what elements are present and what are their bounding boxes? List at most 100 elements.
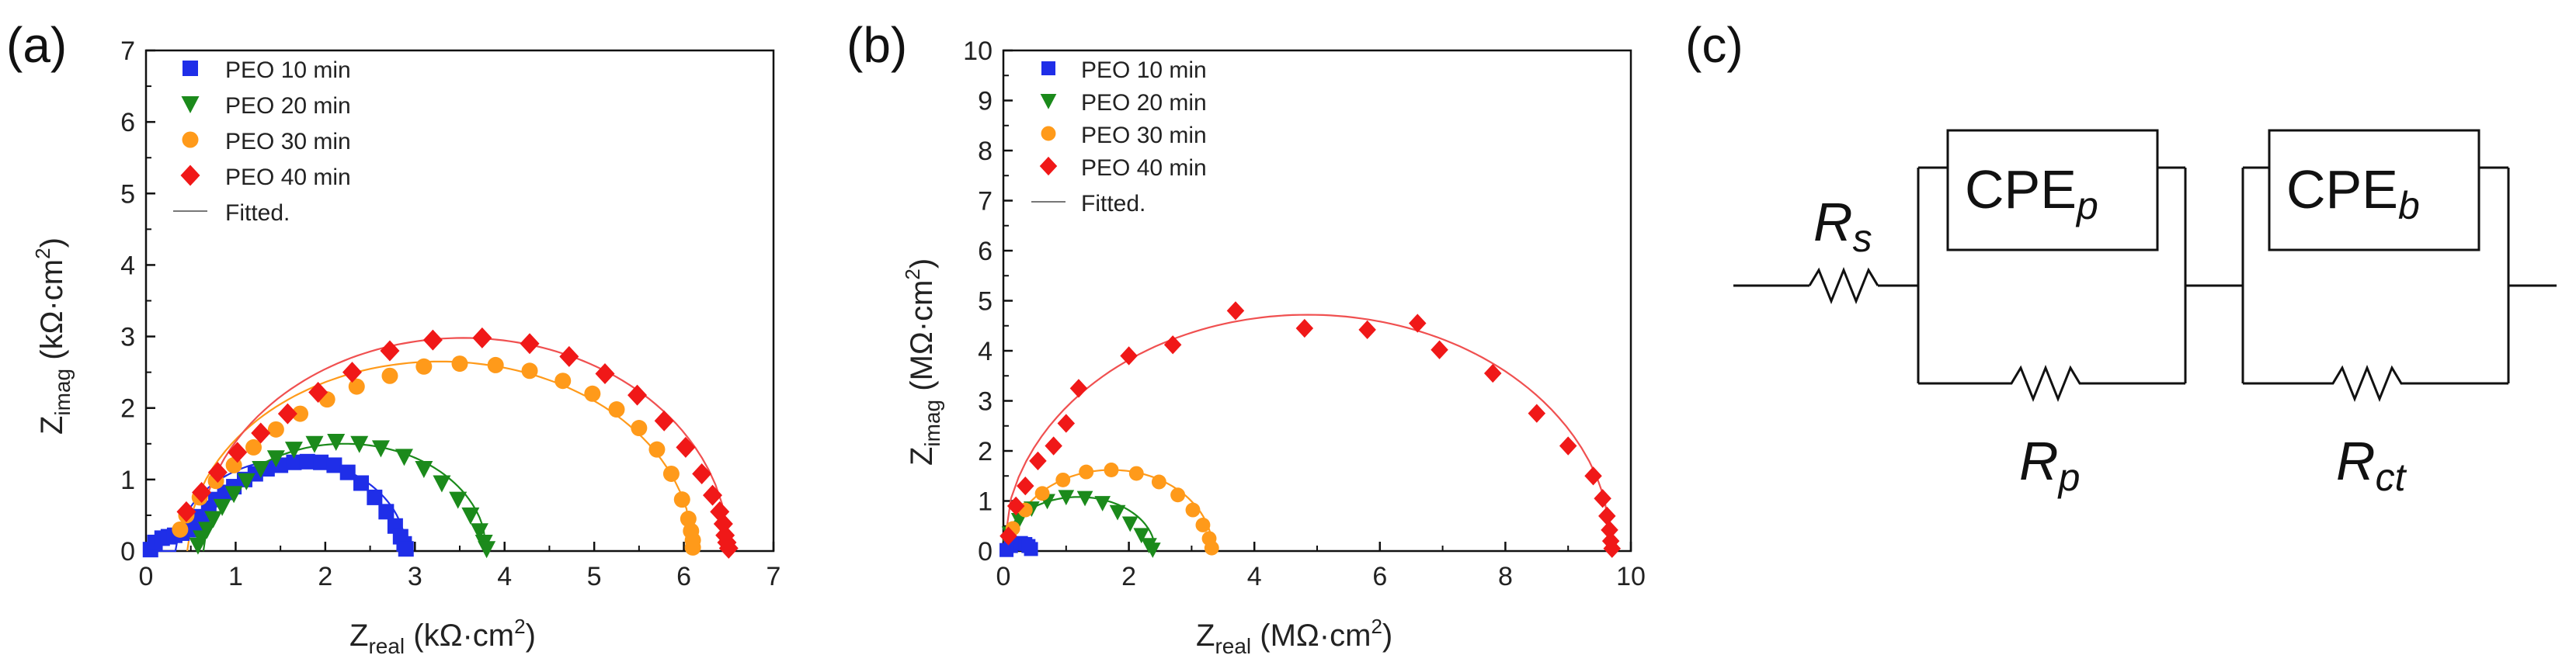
chart-a-data-point: [192, 481, 212, 503]
chart-a-data-point: [252, 461, 270, 479]
chart-a-x-tick-label: 6: [676, 562, 691, 591]
chart-a-data-point: [654, 410, 674, 432]
chart-b-legend-marker: [1041, 126, 1056, 141]
chart-b-x-tick-label: 10: [1616, 562, 1646, 591]
chart-b-y-tick-label: 10: [963, 36, 993, 66]
chart-b-legend-marks: [1031, 61, 1066, 203]
label-cpe-p: CPEp: [1965, 159, 2098, 227]
chart-b-x-tick-label: 0: [996, 562, 1011, 591]
chart-a-data-point: [251, 422, 271, 444]
chart-a-data-point: [327, 434, 346, 452]
chart-b-data-point: [1079, 464, 1094, 480]
chart-b-legend-item: PEO 30 min: [1081, 123, 1207, 148]
chart-b-legend-item: Fitted.: [1081, 191, 1145, 217]
chart-a-data-point: [284, 442, 303, 459]
chart-a-data-point: [648, 441, 666, 458]
chart-a-data-point: [692, 463, 712, 484]
chart-b-ylabel-main: Z: [905, 447, 939, 466]
chart-b-y-tick-label: 6: [978, 237, 993, 266]
chart-a-data-point: [433, 475, 451, 493]
chart-a-data-point: [228, 442, 248, 463]
chart-a-xlabel-close: ): [526, 619, 536, 653]
chart-a-x-tick-label: 7: [767, 562, 781, 591]
panel-label-b: (b): [846, 17, 907, 73]
chart-b-xlabel-sub: real: [1215, 634, 1251, 658]
chart-b-legend-marker: [1041, 61, 1055, 75]
chart-b-data-point: [1024, 542, 1038, 556]
chart-a-ylabel-close: ): [35, 237, 69, 248]
label-cpe-p-sub: p: [2075, 184, 2098, 227]
chart-b-ticks: 0 2 4 6 8 10 0 1 2 3 4 5 6 7 8 9 10: [963, 36, 1646, 591]
label-rp-main: R: [2019, 431, 2059, 491]
chart-b-xlabel-unit: (MΩ·cm: [1251, 619, 1371, 653]
chart-a-xlabel-main: Z: [349, 619, 368, 653]
chart-b-y-tick-label: 8: [978, 137, 993, 166]
chart-a-data-point: [286, 454, 302, 470]
chart-a-data-point: [299, 453, 315, 470]
resistor-rs: [1808, 266, 1879, 305]
label-rct-main: R: [2336, 431, 2376, 491]
chart-a-y-tick-label: 5: [120, 179, 135, 209]
chart-b-data-point: [1109, 504, 1126, 521]
chart-b-legend-marker: [1040, 94, 1057, 109]
chart-b-data-point: [1055, 472, 1071, 487]
chart-b-data-point: [1185, 502, 1201, 518]
chart-b-y-tick-label: 5: [978, 287, 993, 317]
chart-b-data-point: [1128, 466, 1144, 481]
chart-b-data-point: [1069, 379, 1088, 398]
chart-a-data-point: [381, 367, 398, 384]
chart-a-data-point: [422, 329, 443, 351]
chart-a-x-tick-label: 2: [318, 562, 332, 591]
chart-a-x-tick-label: 1: [228, 562, 243, 591]
chart-b-y-tick-label: 1: [978, 487, 993, 517]
chart-b-xlabel-close: ): [1382, 619, 1392, 653]
chart-a-data-point: [415, 461, 433, 479]
chart-a-data-point: [176, 501, 196, 522]
cpe-p-box: [1946, 129, 2159, 251]
chart-a-data-point: [472, 327, 492, 348]
chart-a-data-point: [326, 457, 342, 473]
chart-b-xlabel-main: Z: [1196, 619, 1215, 653]
chart-a-x-axis-label: Zreal (kΩ·cm2): [349, 615, 536, 658]
chart-a-data-point: [395, 449, 413, 466]
chart-a-data-point: [595, 362, 615, 384]
chart-b-y-axis-label: Zimag (MΩ·cm2): [901, 258, 944, 466]
chart-a-data-point: [353, 475, 370, 491]
chart-b-ylabel-sup: 2: [901, 269, 924, 279]
chart-a-data-point: [608, 401, 625, 418]
chart-b-data-point: [1076, 490, 1093, 507]
chart-a-x-tick-label: 5: [587, 562, 602, 591]
chart-a-data-point: [213, 498, 231, 516]
chart-a-data-point: [245, 438, 262, 456]
chart-b-data-point: [1528, 404, 1546, 423]
chart-a-data-point: [554, 373, 572, 390]
resistor-rct: [2243, 364, 2508, 403]
chart-a-y-tick-label: 0: [120, 537, 135, 567]
chart-b-data-point: [1144, 542, 1161, 558]
chart-a-data-point: [487, 356, 504, 373]
chart-b-y-tick-label: 3: [978, 387, 993, 417]
chart-a-data-point: [673, 491, 690, 508]
chart-a-data-point: [266, 450, 285, 468]
chart-b-data-point: [1204, 540, 1219, 556]
chart-a-data-point: [350, 435, 369, 453]
chart-a-data-point: [224, 486, 243, 504]
chart-a-data-point: [207, 462, 228, 484]
chart-b-data-point: [1598, 506, 1616, 525]
chart-b-legend: PEO 10 min PEO 20 min PEO 30 min PEO 40 …: [1031, 57, 1207, 217]
chart-a-data-point: [197, 522, 216, 539]
chart-a-legend-marker: [183, 61, 198, 76]
chart-b-legend-item: PEO 20 min: [1081, 90, 1207, 116]
chart-b-data-point: [999, 526, 1017, 546]
chart-a-data-point: [398, 541, 414, 557]
chart-b-data-point: [1057, 414, 1076, 433]
chart-a-legend-item: Fitted.: [225, 200, 290, 226]
chart-a-data-point: [631, 420, 648, 437]
chart-b-data-point: [1584, 466, 1602, 486]
chart-b-data-points: [999, 301, 1622, 558]
chart-a-legend-marks: [173, 61, 207, 212]
chart-b-data-point: [1295, 318, 1314, 338]
chart-b: 0 2 4 6 8 10 0 1 2 3 4 5 6 7 8 9 10 PEO 10 min PEO 20 mi…: [901, 36, 1646, 658]
cpe-b-box: [2268, 129, 2480, 251]
